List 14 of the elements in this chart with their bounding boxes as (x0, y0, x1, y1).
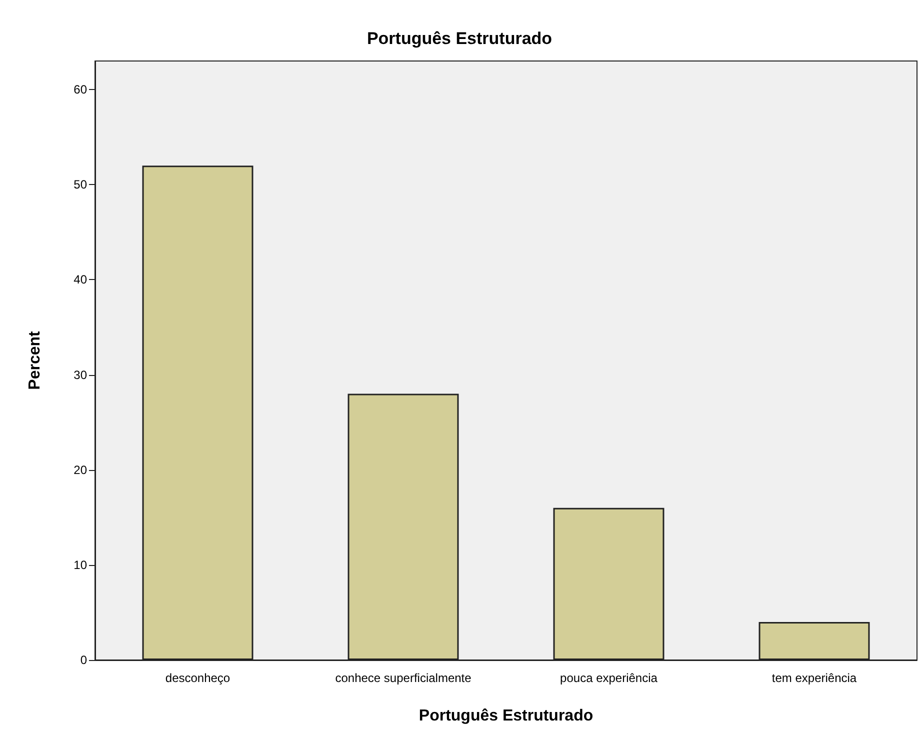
y-tick-label: 30 (74, 368, 88, 382)
x-tick-label: conhece superficialmente (335, 671, 472, 685)
y-tick-label: 10 (74, 558, 88, 572)
chart-title: Português Estruturado (366, 29, 552, 48)
y-axis-title: Percent (26, 330, 44, 390)
x-axis-title: Português Estruturado (418, 708, 594, 724)
y-tick-label: 20 (74, 462, 88, 477)
y-tick-label: 40 (74, 272, 88, 287)
x-tick-label: pouca experiência (560, 671, 658, 685)
x-tick-label: desconheço (165, 671, 230, 685)
x-tick-label: tem experiência (772, 671, 857, 685)
y-tick-label: 60 (74, 82, 88, 97)
y-tick-label: 50 (74, 178, 88, 192)
y-tick-label: 0 (80, 653, 88, 667)
